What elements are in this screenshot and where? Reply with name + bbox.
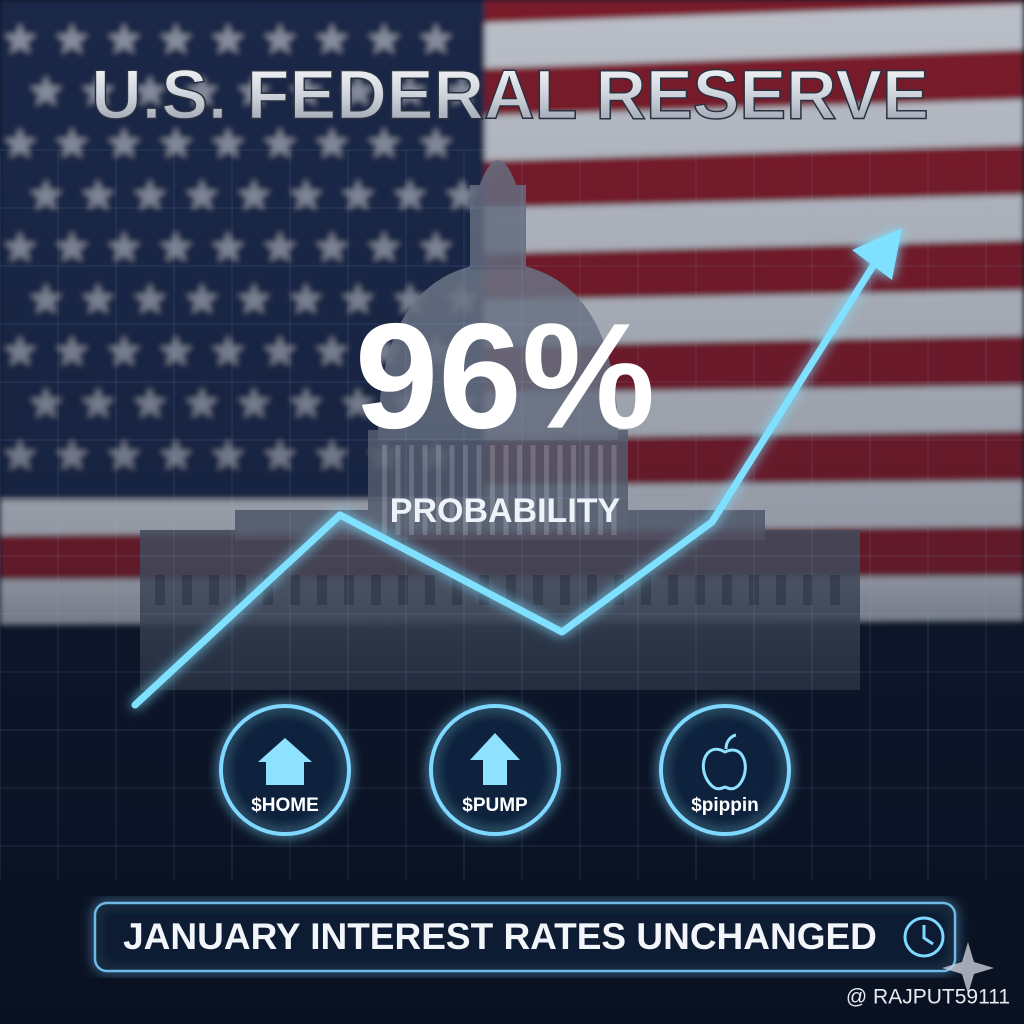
headline-caption: PROBABILITY <box>390 492 621 530</box>
trend-arrow-part <box>852 228 902 280</box>
token-badge-part <box>258 738 312 785</box>
watermark: @ RAJPUT59111 <box>846 986 1010 1009</box>
banner-part <box>903 916 945 958</box>
token-badge-part <box>659 704 791 836</box>
banner-part <box>922 925 934 946</box>
token-label: $HOME <box>251 795 319 816</box>
title: U.S. FEDERAL RESERVE <box>91 55 929 133</box>
banner-part <box>93 901 957 973</box>
trend-arrow-part <box>131 254 882 709</box>
trend-arrow <box>131 228 902 709</box>
banner: JANUARY INTEREST RATES UNCHANGED <box>93 901 957 973</box>
token-badge: $pippin <box>659 704 791 836</box>
token-badge: $PUMP <box>429 704 561 836</box>
token-badge: $HOME <box>219 704 351 836</box>
sparkle <box>942 942 994 994</box>
banner-text: JANUARY INTEREST RATES UNCHANGED <box>123 916 877 957</box>
token-label: $PUMP <box>462 795 528 816</box>
token-label: $pippin <box>691 795 759 816</box>
token-badge-part <box>470 733 520 785</box>
headline-figure: 96% <box>355 292 655 460</box>
token-badge-part <box>701 733 747 791</box>
